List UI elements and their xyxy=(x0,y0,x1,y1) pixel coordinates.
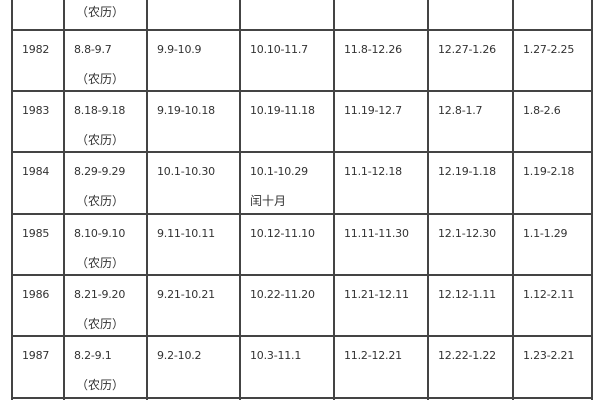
date-range-cell: 8.18-9.18 xyxy=(74,104,126,117)
table-column-border xyxy=(427,0,429,400)
table-column-border xyxy=(591,0,593,400)
date-range-cell: 1.23-2.21 xyxy=(523,349,575,362)
table-column-border xyxy=(512,0,514,400)
table-row-border xyxy=(11,90,592,92)
date-range-cell: 12.8-1.7 xyxy=(438,104,483,117)
table-column-border xyxy=(239,0,241,400)
date-range-cell: 10.3-11.1 xyxy=(250,349,302,362)
lunar-note: （农历） xyxy=(76,194,125,208)
date-range-cell: 12.27-1.26 xyxy=(438,43,496,56)
date-range-cell: 1.12-2.11 xyxy=(523,288,575,301)
date-range-cell: 9.11-10.11 xyxy=(157,227,215,240)
date-range-cell: 9.21-10.21 xyxy=(157,288,215,301)
date-range-cell: 10.12-11.10 xyxy=(250,227,315,240)
lunar-note: （农历） xyxy=(76,256,125,270)
date-range-cell: 11.1-12.18 xyxy=(344,165,402,178)
date-range-cell: 11.11-11.30 xyxy=(344,227,409,240)
date-range-cell: 8.10-9.10 xyxy=(74,227,126,240)
date-range-cell: 1.8-2.6 xyxy=(523,104,561,117)
lunar-note: （农历） xyxy=(76,378,125,392)
date-range-cell: 9.2-10.2 xyxy=(157,349,202,362)
table-row-border xyxy=(11,151,592,153)
date-range-cell: 12.22-1.22 xyxy=(438,349,496,362)
date-range-cell: 11.8-12.26 xyxy=(344,43,402,56)
year-cell: 1987 xyxy=(22,349,50,362)
table-row-border xyxy=(11,397,592,399)
table-column-border xyxy=(63,0,65,400)
year-cell: 1984 xyxy=(22,165,50,178)
date-range-cell: 10.19-11.18 xyxy=(250,104,315,117)
date-range-cell: 12.19-1.18 xyxy=(438,165,496,178)
table-column-border xyxy=(333,0,335,400)
leap-month-note: 闰十月 xyxy=(250,194,287,208)
date-range-cell: 8.2-9.1 xyxy=(74,349,112,362)
date-range-cell: 10.10-11.7 xyxy=(250,43,308,56)
date-range-cell: 9.19-10.18 xyxy=(157,104,215,117)
lunar-note: （农历） xyxy=(76,317,125,331)
lunar-note: （农历） xyxy=(76,5,125,19)
year-cell: 1983 xyxy=(22,104,50,117)
date-range-cell: 8.29-9.29 xyxy=(74,165,126,178)
table-row-border xyxy=(11,274,592,276)
date-range-cell: 11.19-12.7 xyxy=(344,104,402,117)
date-range-cell: 12.1-12.30 xyxy=(438,227,496,240)
date-range-cell: 8.8-9.7 xyxy=(74,43,112,56)
lunar-note: （农历） xyxy=(76,72,125,86)
table-column-border xyxy=(11,0,13,400)
table-row-border xyxy=(11,29,592,31)
date-range-cell: 1.27-2.25 xyxy=(523,43,575,56)
date-range-cell: 10.1-10.30 xyxy=(157,165,215,178)
date-range-cell: 9.9-10.9 xyxy=(157,43,202,56)
year-cell: 1986 xyxy=(22,288,50,301)
date-range-cell: 1.19-2.18 xyxy=(523,165,575,178)
table-column-border xyxy=(146,0,148,400)
year-cell: 1985 xyxy=(22,227,50,240)
table-row-border xyxy=(11,213,592,215)
date-range-cell: 10.1-10.29 xyxy=(250,165,308,178)
date-range-cell: 8.21-9.20 xyxy=(74,288,126,301)
date-range-cell: 11.2-12.21 xyxy=(344,349,402,362)
date-range-cell: 10.22-11.20 xyxy=(250,288,315,301)
date-range-cell: 1.1-1.29 xyxy=(523,227,568,240)
table-row-border xyxy=(11,335,592,337)
date-range-cell: 12.12-1.11 xyxy=(438,288,496,301)
year-cell: 1982 xyxy=(22,43,50,56)
lunar-note: （农历） xyxy=(76,133,125,147)
date-range-cell: 11.21-12.11 xyxy=(344,288,409,301)
